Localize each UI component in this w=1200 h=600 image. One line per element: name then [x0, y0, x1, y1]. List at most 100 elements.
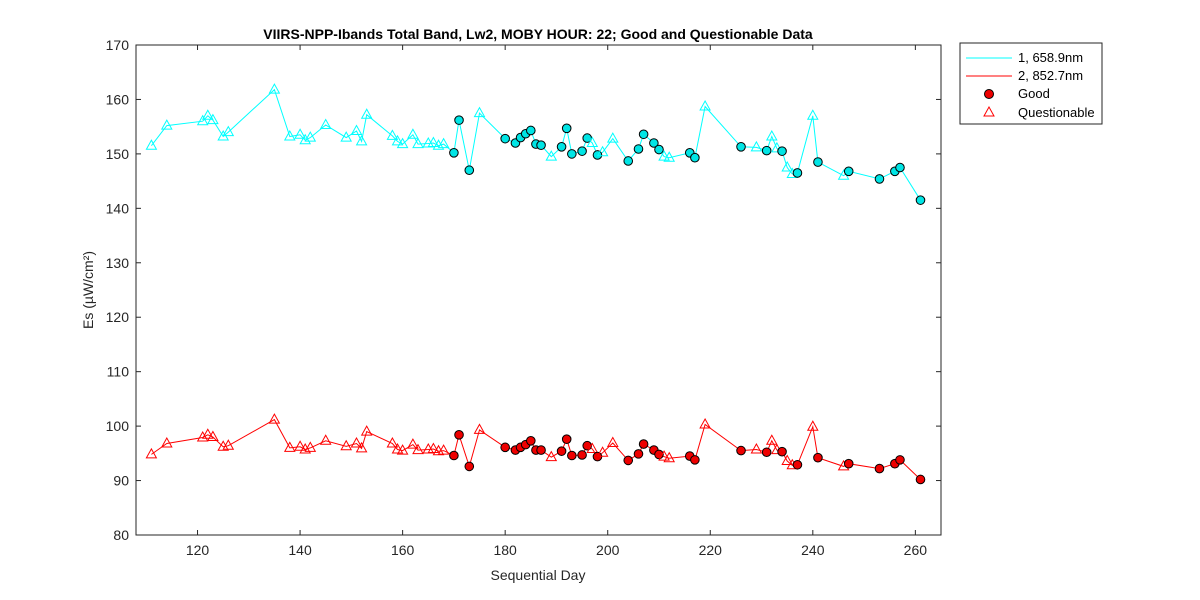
series-2-questionable-point: [355, 441, 368, 453]
series-2-good-point: [582, 440, 593, 451]
series-2-questionable-point: [545, 450, 558, 462]
series-2-good-point: [843, 458, 854, 469]
series-1-questionable-point: [350, 124, 363, 135]
series-1-questionable-point: [294, 128, 306, 139]
series-2-questionable-point: [201, 428, 214, 439]
series-layer: [145, 83, 926, 485]
series-2-questionable-point: [304, 441, 317, 452]
legend-box: [959, 42, 1103, 125]
series-1-good-point: [638, 129, 649, 140]
series-2-questionable-point: [222, 439, 235, 450]
y-tick-label: 130: [106, 255, 130, 271]
series-1-good-point: [792, 168, 803, 178]
legend-good-marker: [984, 89, 994, 99]
series-1-questionable-point: [545, 150, 558, 161]
series-2-good-point: [895, 455, 905, 465]
series-2-good-point: [736, 445, 746, 456]
series-1-good-point: [843, 166, 854, 177]
x-tick-label: 240: [801, 542, 825, 558]
series-2-questionable-point: [606, 436, 619, 447]
series-1-questionable-point: [396, 137, 409, 149]
series-1-line: [151, 88, 921, 201]
chart-title: VIIRS-NPP-Ibands Total Band, Lw2, MOBY H…: [263, 26, 813, 42]
y-tick-label: 170: [106, 37, 130, 53]
series-1-questionable-point: [699, 99, 711, 111]
y-tick-label: 120: [106, 309, 130, 325]
series-2-questionable-point: [299, 442, 312, 454]
series-1-good-point: [449, 148, 459, 158]
series-1-questionable-point: [432, 139, 445, 150]
legend-label-good: Good: [1018, 86, 1050, 101]
axis-ticks: 120 140 160 180 200 220 240 260 80 90 100 110 120 130…: [106, 37, 941, 558]
y-tick-label: 100: [106, 418, 130, 434]
series-2-good-point: [567, 450, 577, 461]
series-1-good-point: [690, 152, 700, 163]
series-2-questionable-point: [283, 441, 296, 452]
series-1-questionable-point: [391, 134, 404, 146]
series-1-questionable-point: [360, 108, 373, 119]
series-2-good-point: [500, 442, 510, 453]
series-2-questionable-point: [350, 436, 363, 448]
series-1-good-point: [500, 133, 510, 144]
series-2-good-point: [623, 455, 634, 466]
x-tick-label: 200: [596, 542, 620, 558]
series-2-questionable-point: [319, 434, 332, 445]
series-1-good-point: [577, 146, 587, 156]
series-1-questionable-point: [427, 136, 440, 147]
legend: 1, 658.9nm 2, 852.7nm Good Questionable: [959, 42, 1103, 125]
series-2-questionable-point: [207, 430, 219, 441]
series-1-good-point: [895, 162, 905, 173]
series-2-questionable-point: [268, 413, 281, 424]
x-tick-label: 120: [186, 542, 210, 558]
series-2-questionable-point: [806, 420, 819, 431]
series-2-questionable-point: [412, 443, 424, 455]
series-1-good-point: [464, 165, 475, 176]
series-1-questionable-point: [663, 151, 676, 162]
series-1-good-point: [915, 195, 926, 205]
series-2-questionable-point: [750, 442, 763, 454]
x-tick-label: 220: [699, 542, 723, 558]
series-1-questionable-point: [586, 136, 599, 147]
series-2-questionable-point: [360, 425, 373, 436]
series-2-good-point: [915, 474, 926, 485]
series-1-good-point: [654, 144, 664, 155]
series-2-questionable-point: [473, 423, 486, 434]
series-1-questionable-point: [207, 113, 219, 125]
series-1-good-point: [777, 146, 787, 156]
series-1-good-point: [623, 156, 634, 166]
series-2-questionable-point: [658, 450, 670, 461]
series-1-questionable-point: [340, 131, 353, 142]
series-1-questionable-point: [658, 150, 670, 161]
series-2-good-point: [690, 455, 700, 465]
series-1-questionable-point: [412, 137, 424, 149]
y-tick-label: 150: [106, 146, 130, 162]
series-2-questionable-point: [586, 442, 599, 453]
series-2-questionable-point: [596, 446, 609, 457]
series-2-questionable-point: [196, 430, 209, 442]
series-1-good-point: [526, 125, 536, 136]
series-2-good-point: [777, 446, 787, 457]
series-2-questionable-point: [386, 436, 399, 448]
series-2-good-point: [761, 447, 772, 458]
series-2-good-point: [633, 449, 644, 459]
series-2-good-point: [577, 450, 587, 460]
y-tick-label: 140: [106, 200, 130, 216]
series-1-questionable-point: [160, 119, 173, 130]
series-1-questionable-point: [750, 140, 763, 152]
series-1-questionable-point: [407, 128, 419, 139]
series-2-questionable-point: [340, 439, 353, 451]
series-1-questionable-point: [299, 133, 312, 145]
x-tick-label: 260: [904, 542, 928, 558]
series-1-questionable-point: [473, 106, 486, 118]
series-2-good-point: [556, 446, 567, 456]
series-1-good-point: [454, 115, 464, 125]
y-tick-label: 160: [106, 91, 130, 107]
legend-label-questionable: Questionable: [1018, 105, 1095, 120]
series-1-questionable-point: [196, 114, 209, 126]
series-1-good-point: [633, 144, 644, 154]
series-1-questionable-point: [268, 83, 281, 94]
series-1-questionable-point: [201, 109, 214, 120]
series-2-good-point: [464, 461, 475, 472]
series-2-questionable-point: [396, 444, 409, 455]
